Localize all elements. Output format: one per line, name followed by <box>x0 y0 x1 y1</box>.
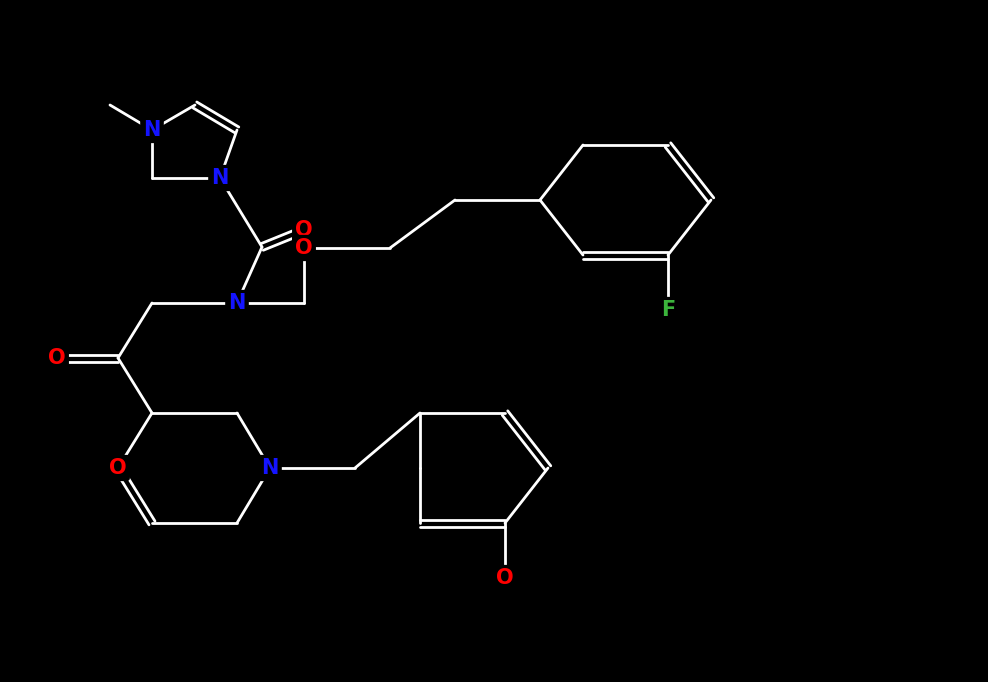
Text: O: O <box>110 458 126 478</box>
Text: N: N <box>228 293 246 313</box>
Text: O: O <box>48 348 66 368</box>
Text: N: N <box>211 168 228 188</box>
Text: O: O <box>295 238 313 258</box>
Text: O: O <box>295 220 313 240</box>
Text: F: F <box>661 300 675 320</box>
Text: N: N <box>143 120 161 140</box>
Text: O: O <box>496 568 514 588</box>
Text: N: N <box>261 458 279 478</box>
